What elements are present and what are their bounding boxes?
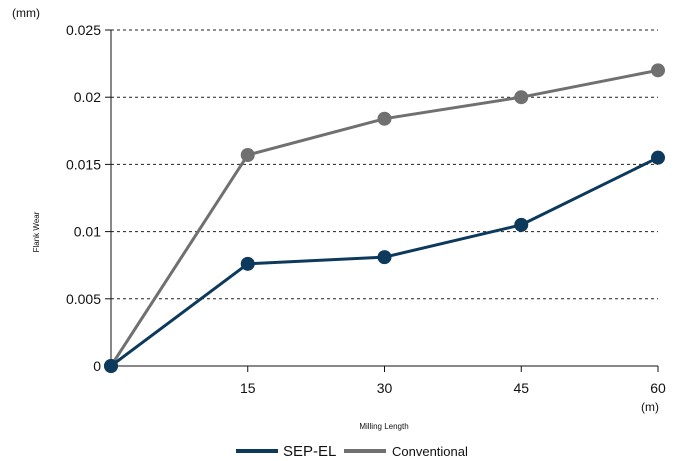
series-group: [104, 63, 665, 373]
x-axis-title: Milling Length: [359, 422, 408, 431]
y-tick-label-2: 0.01: [74, 224, 101, 240]
y-tick-label-1: 0.005: [66, 291, 101, 307]
x-tick-label-0: 15: [240, 380, 256, 396]
data-point-0-4: [651, 150, 665, 165]
x-tick-label-3: 60: [650, 380, 666, 396]
data-point-0-2: [377, 250, 392, 265]
y-unit-label: (mm): [12, 6, 40, 20]
y-tick-label-5: 0.025: [66, 22, 101, 38]
x-axis-ticks: 15 30 45 60: [240, 366, 666, 396]
data-point-1-3: [514, 90, 529, 105]
data-point-0-1: [240, 256, 255, 271]
data-point-0-3: [514, 217, 529, 232]
legend-label-1: Conventional: [392, 444, 468, 459]
y-tick-label-3: 0.015: [66, 156, 101, 172]
y-tick-label-0: 0: [93, 358, 101, 374]
legend-label-0: SEP-EL: [283, 443, 336, 460]
y-tick-label-4: 0.02: [74, 89, 101, 105]
y-axis-title: Flank Wear: [32, 211, 41, 252]
data-point-1-4: [651, 63, 665, 78]
legend: SEP-EL Conventional: [236, 443, 468, 460]
x-unit-label: (m): [641, 400, 659, 414]
y-axis-ticks: 0 0.005 0.01 0.015 0.02 0.025: [66, 22, 111, 374]
data-point-1-2: [377, 111, 392, 126]
x-tick-label-1: 30: [377, 380, 393, 396]
data-point-1-1: [240, 147, 255, 162]
x-tick-label-2: 45: [513, 380, 529, 396]
data-point-0-0: [104, 359, 118, 373]
